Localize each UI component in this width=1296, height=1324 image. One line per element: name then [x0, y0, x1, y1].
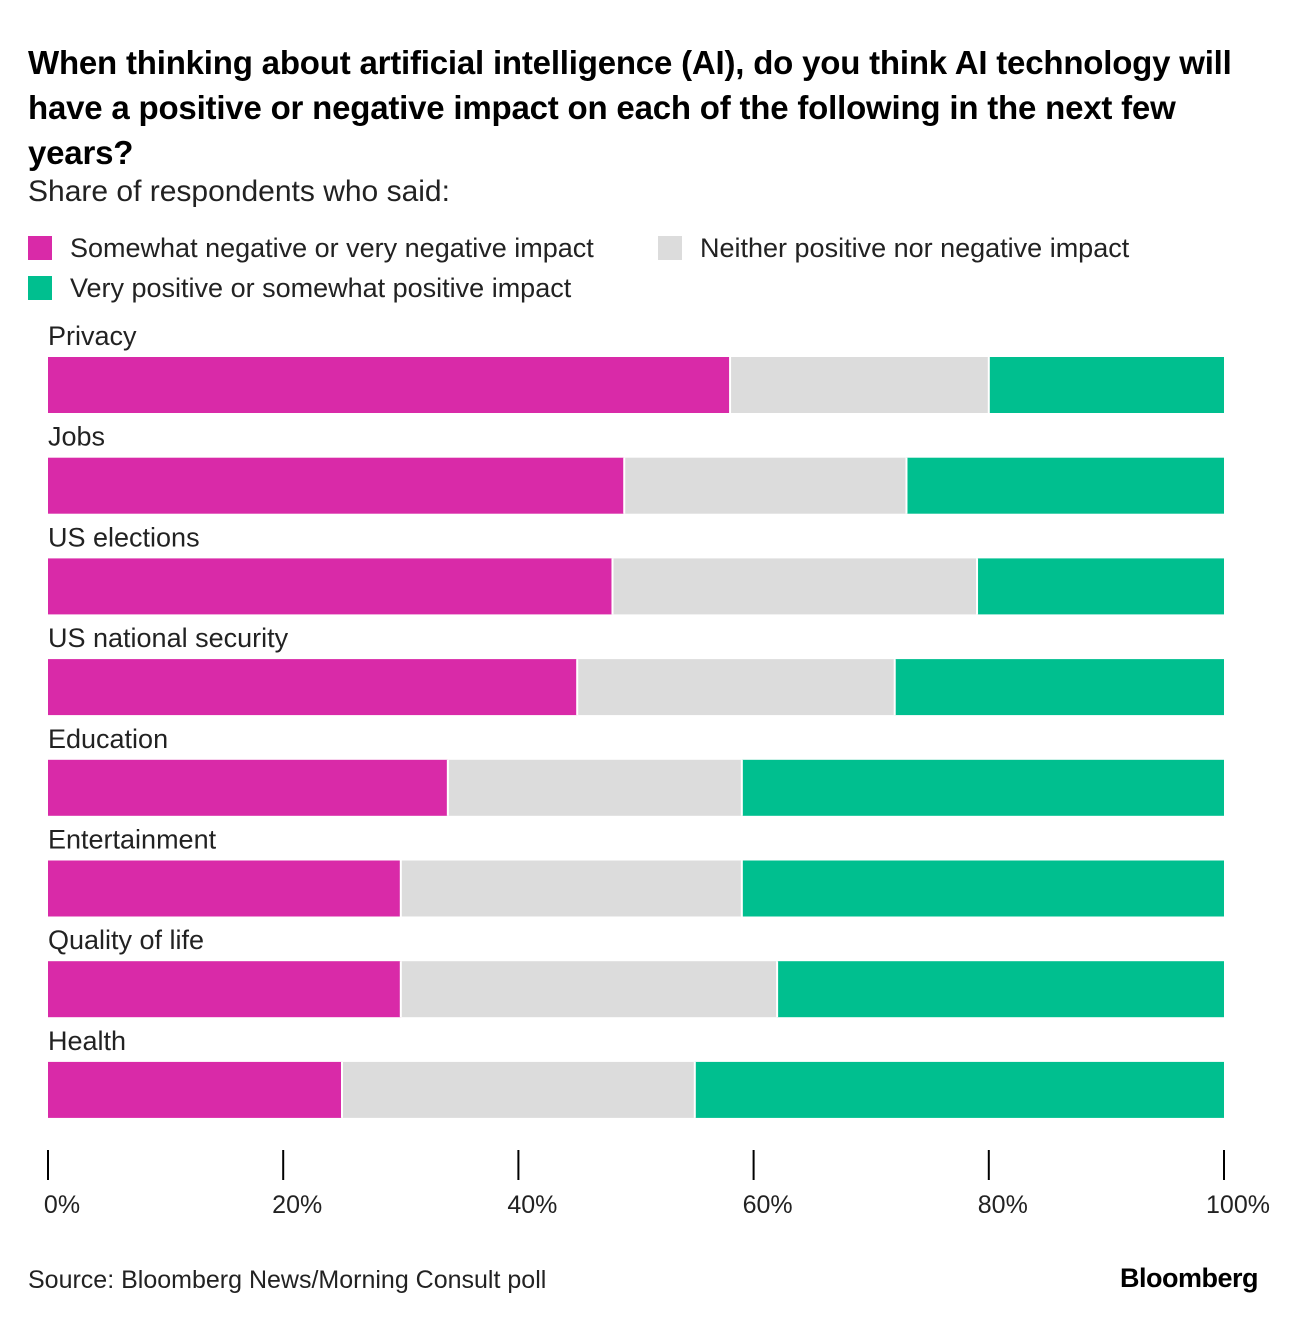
- x-tick-label: 80%: [978, 1191, 1028, 1219]
- chart-subtitle: Share of respondents who said:: [28, 175, 450, 208]
- bar-entertainment-neutral: [400, 860, 742, 917]
- bar-education-negative: [48, 759, 448, 816]
- bar-privacy-neutral: [730, 357, 989, 413]
- bar-us-national-security-positive: [894, 659, 1224, 716]
- bar-quality-of-life-neutral: [400, 961, 778, 1018]
- legend-label-neutral: Neither positive nor negative impact: [700, 232, 1130, 263]
- chart-title: When thinking about artificial intellige…: [28, 44, 1232, 171]
- bar-health-neutral: [342, 1061, 695, 1118]
- legend-label-negative: Somewhat negative or very negative impac…: [70, 232, 594, 263]
- source-note: Source: Bloomberg News/Morning Consult p…: [28, 1266, 547, 1294]
- legend-label-positive: Very positive or somewhat positive impac…: [70, 272, 572, 303]
- legend-item-negative: Somewhat negative or very negative impac…: [28, 230, 594, 266]
- category-label-quality-of-life: Quality of life: [48, 925, 204, 955]
- bar-quality-of-life-positive: [777, 961, 1224, 1018]
- bar-privacy-positive: [988, 357, 1224, 413]
- bar-us-elections-neutral: [612, 558, 978, 615]
- bar-education-positive: [741, 759, 1224, 816]
- bar-entertainment-negative: [48, 860, 401, 917]
- x-tick-label: 60%: [743, 1191, 793, 1219]
- x-tick-label: 20%: [272, 1191, 322, 1219]
- bar-entertainment-positive: [741, 860, 1224, 917]
- legend-swatch-positive: [28, 276, 52, 300]
- legend-swatch-negative: [28, 236, 52, 260]
- category-label-privacy: Privacy: [48, 321, 137, 351]
- category-label-us-national-security: US national security: [48, 623, 289, 653]
- x-tick-label: 40%: [507, 1191, 557, 1219]
- bar-privacy-negative: [48, 357, 731, 413]
- bar-jobs-negative: [48, 457, 625, 514]
- category-label-us-elections: US elections: [48, 522, 200, 552]
- bar-jobs-neutral: [624, 457, 907, 514]
- category-label-jobs: Jobs: [48, 422, 105, 452]
- bar-quality-of-life-negative: [48, 961, 401, 1018]
- x-tick-label: 0%: [44, 1191, 80, 1219]
- bar-us-national-security-neutral: [577, 659, 895, 716]
- legend-swatch-neutral: [658, 236, 682, 260]
- brand-logo: Bloomberg: [1119, 1263, 1259, 1293]
- bar-us-national-security-negative: [48, 659, 578, 716]
- bar-us-elections-negative: [48, 558, 613, 615]
- bar-health-negative: [48, 1061, 342, 1118]
- category-label-entertainment: Entertainment: [48, 825, 217, 855]
- category-label-health: Health: [48, 1026, 126, 1056]
- bar-health-positive: [694, 1061, 1224, 1118]
- legend-item-positive: Very positive or somewhat positive impac…: [28, 270, 571, 306]
- category-label-education: Education: [48, 724, 168, 754]
- x-tick-label: 100%: [1206, 1191, 1270, 1219]
- bar-us-elections-positive: [977, 558, 1224, 615]
- bar-jobs-positive: [906, 457, 1224, 514]
- legend-item-neutral: Neither positive nor negative impact: [658, 230, 1129, 266]
- bar-education-neutral: [447, 759, 742, 816]
- stacked-bar-chart: Privacy Jobs US elections US national secur…: [44, 321, 1270, 1219]
